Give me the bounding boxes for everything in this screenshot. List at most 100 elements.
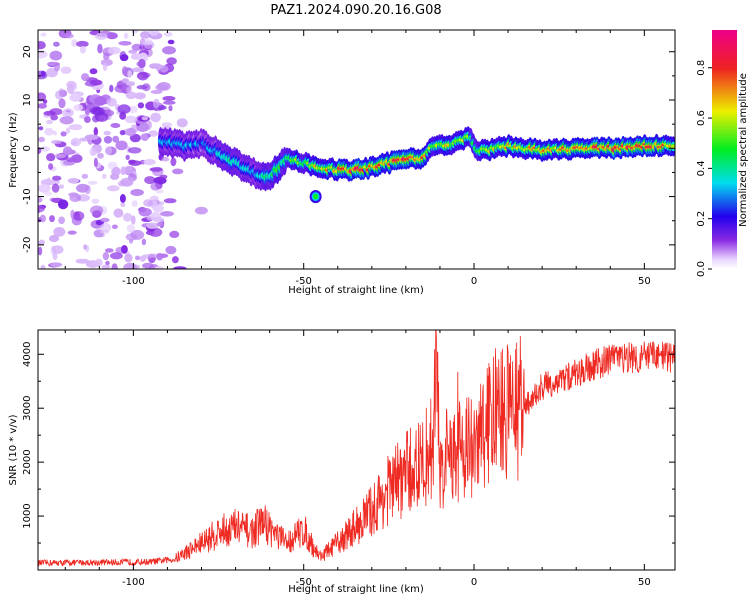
noise-speckle	[38, 204, 45, 213]
chart-title: PAZ1.2024.090.20.16.G08	[270, 3, 441, 18]
noise-speckle	[64, 33, 74, 39]
snr-x-tick-label: 50	[638, 577, 651, 588]
noise-speckle	[68, 124, 83, 131]
noise-speckle	[127, 70, 133, 79]
noise-speckle	[79, 45, 86, 54]
noise-speckle	[97, 152, 104, 159]
noise-speckle	[102, 252, 110, 261]
noise-speckle	[160, 211, 174, 217]
noise-speckle	[123, 32, 129, 39]
snr-y-tick-label: 2000	[22, 449, 33, 474]
noise-speckle	[129, 133, 141, 143]
noise-speckle	[52, 175, 62, 181]
noise-speckle	[139, 255, 146, 262]
noise-speckle	[54, 153, 66, 159]
noise-speckle	[121, 78, 129, 84]
noise-speckle	[115, 140, 128, 151]
noise-speckle	[51, 140, 62, 145]
noise-speckle	[118, 41, 132, 46]
noise-speckle	[54, 62, 60, 72]
noise-speckle	[124, 115, 137, 124]
snr-x-tick-label: -50	[296, 577, 312, 588]
noise-speckle	[152, 98, 160, 109]
noise-speckle	[40, 32, 47, 37]
noise-speckle	[110, 123, 121, 128]
noise-speckle	[51, 245, 64, 255]
noise-speckle	[81, 73, 90, 82]
noise-speckle	[176, 118, 188, 128]
noise-speckle	[84, 134, 99, 140]
noise-speckle	[142, 262, 154, 269]
noise-speckle	[46, 119, 53, 125]
noise-speckle	[52, 130, 58, 136]
noise-speckle	[89, 147, 96, 157]
noise-speckle	[124, 253, 133, 263]
noise-speckle	[40, 146, 50, 152]
noise-speckle	[125, 154, 130, 161]
noise-speckle	[166, 57, 177, 65]
noise-speckle	[111, 224, 118, 230]
noise-speckle	[100, 217, 110, 223]
noise-speckle	[61, 111, 71, 117]
noise-speckle	[128, 173, 135, 178]
colorbar-tick-label: 0.0	[696, 261, 707, 277]
noise-speckle	[120, 177, 134, 187]
isolated-blob	[313, 193, 319, 200]
noise-speckle	[119, 194, 126, 203]
noise-speckle	[143, 159, 156, 166]
noise-speckle	[89, 68, 98, 75]
spectrogram-heatmap	[38, 30, 675, 269]
noise-speckle	[50, 262, 63, 268]
noise-speckle	[57, 199, 69, 210]
spectrogram-x-tick-label: 50	[638, 276, 651, 287]
noise-speckle	[40, 264, 46, 269]
spectrogram-y-tick-label: 20	[22, 45, 33, 58]
noise-speckle	[87, 180, 98, 185]
colorbar-gradient	[712, 30, 737, 269]
noise-speckle	[90, 205, 104, 216]
noise-speckle	[161, 156, 170, 162]
noise-speckle	[58, 216, 65, 225]
noise-speckle	[38, 41, 46, 50]
noise-speckle	[172, 168, 184, 175]
noise-speckle	[67, 84, 75, 94]
spectrogram-y-tick-label: 0	[22, 145, 33, 151]
noise-speckle	[128, 147, 142, 154]
snr-x-tick-label: -100	[122, 577, 145, 588]
noise-speckle	[156, 222, 163, 227]
noise-speckle	[68, 192, 79, 197]
noise-speckle	[125, 233, 138, 241]
noise-speckle	[103, 136, 113, 144]
spectrogram-frame	[37, 29, 676, 270]
noise-speckle	[50, 114, 58, 121]
snr-x-ticks: -100 -50 0 50	[64, 330, 651, 588]
noise-speckle	[125, 128, 137, 137]
noise-speckle	[131, 67, 145, 73]
noise-speckle	[43, 110, 56, 116]
noise-speckle	[150, 89, 163, 94]
noise-speckle	[146, 216, 154, 221]
noise-speckle	[155, 84, 169, 91]
noise-speckle	[49, 50, 63, 61]
noise-speckle	[51, 183, 60, 193]
noise-speckle	[149, 195, 159, 202]
noise-speckle	[150, 182, 161, 191]
noise-speckle	[159, 174, 168, 179]
noise-speckle	[106, 97, 117, 107]
noise-speckle	[102, 173, 107, 179]
spectrogram-y-axis-label: Frequency (Hz)	[8, 112, 19, 188]
noise-speckle	[38, 196, 43, 203]
noise-speckle	[95, 32, 108, 40]
colorbar: 0.0 0.2 0.4 0.6 0.8 Normalized spectral ampl…	[696, 30, 749, 277]
noise-speckle	[149, 63, 162, 68]
noise-speckle	[126, 81, 135, 87]
noise-speckle	[117, 104, 131, 114]
noise-speckle	[126, 86, 132, 95]
noise-speckle	[38, 103, 47, 109]
noise-speckle	[105, 260, 110, 266]
noise-speckle	[154, 265, 164, 269]
noise-speckle	[172, 256, 179, 264]
noise-speckle	[168, 105, 173, 112]
noise-speckle	[128, 105, 138, 114]
